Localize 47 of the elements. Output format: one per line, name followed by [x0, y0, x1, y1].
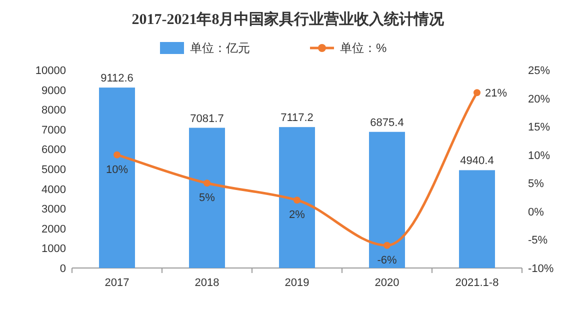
data-label: -6% — [377, 254, 397, 266]
data-label: 9112.6 — [100, 72, 134, 85]
y-tick-label: 10000 — [35, 65, 66, 77]
data-label: 10% — [106, 164, 128, 176]
data-label: 2% — [289, 209, 306, 222]
x-tick-label: 2019 — [284, 277, 310, 289]
y2-tick-label: -5% — [528, 234, 548, 247]
data-label: 4940.4 — [460, 155, 494, 168]
bar — [189, 128, 225, 268]
y-tick-label: 2000 — [42, 223, 66, 236]
bar — [459, 170, 495, 268]
y-tick-label: 9000 — [42, 84, 66, 97]
y2-tick-label: 20% — [528, 93, 550, 106]
data-label: 6875.4 — [370, 116, 404, 129]
y2-tick-label: 15% — [528, 122, 550, 134]
y2-tick-label: 10% — [528, 150, 550, 162]
y-tick-label: 8000 — [42, 104, 66, 117]
point — [294, 196, 300, 204]
y-tick-label: 7000 — [42, 124, 66, 136]
bar — [279, 127, 315, 268]
y-tick-label: 4000 — [42, 184, 66, 196]
point — [204, 180, 210, 187]
y2-tick-label: -10% — [528, 263, 554, 275]
x-tick-label: 2017 — [104, 277, 130, 289]
data-label: 7081.7 — [190, 112, 224, 125]
y-tick-label: 5000 — [42, 164, 66, 176]
chart-title: 2017-2021年8月中国家具行业营业收入统计情况 — [132, 10, 446, 28]
legend-label: 单位：% — [340, 41, 387, 55]
x-tick-label: 2021.1-8 — [455, 277, 499, 289]
point — [474, 89, 480, 96]
point — [384, 242, 390, 249]
x-tick-label: 2018 — [194, 277, 220, 289]
y2-tick-label: 0% — [528, 206, 544, 218]
y2-tick-label: 25% — [528, 65, 550, 77]
bar — [369, 132, 405, 268]
y-tick-label: 1000 — [42, 243, 66, 256]
data-label: 21% — [485, 88, 508, 100]
bar — [99, 88, 135, 268]
y-tick-label: 6000 — [42, 144, 66, 156]
y2-tick-label: 5% — [528, 178, 544, 190]
data-label: 5% — [199, 192, 216, 204]
legend-label: 单位：亿元 — [190, 41, 250, 55]
y-tick-label: 0 — [60, 263, 66, 275]
data-label: 7117.2 — [280, 112, 314, 124]
point — [114, 151, 120, 158]
x-tick-label: 2020 — [374, 277, 400, 289]
y-tick-label: 3000 — [42, 204, 66, 216]
